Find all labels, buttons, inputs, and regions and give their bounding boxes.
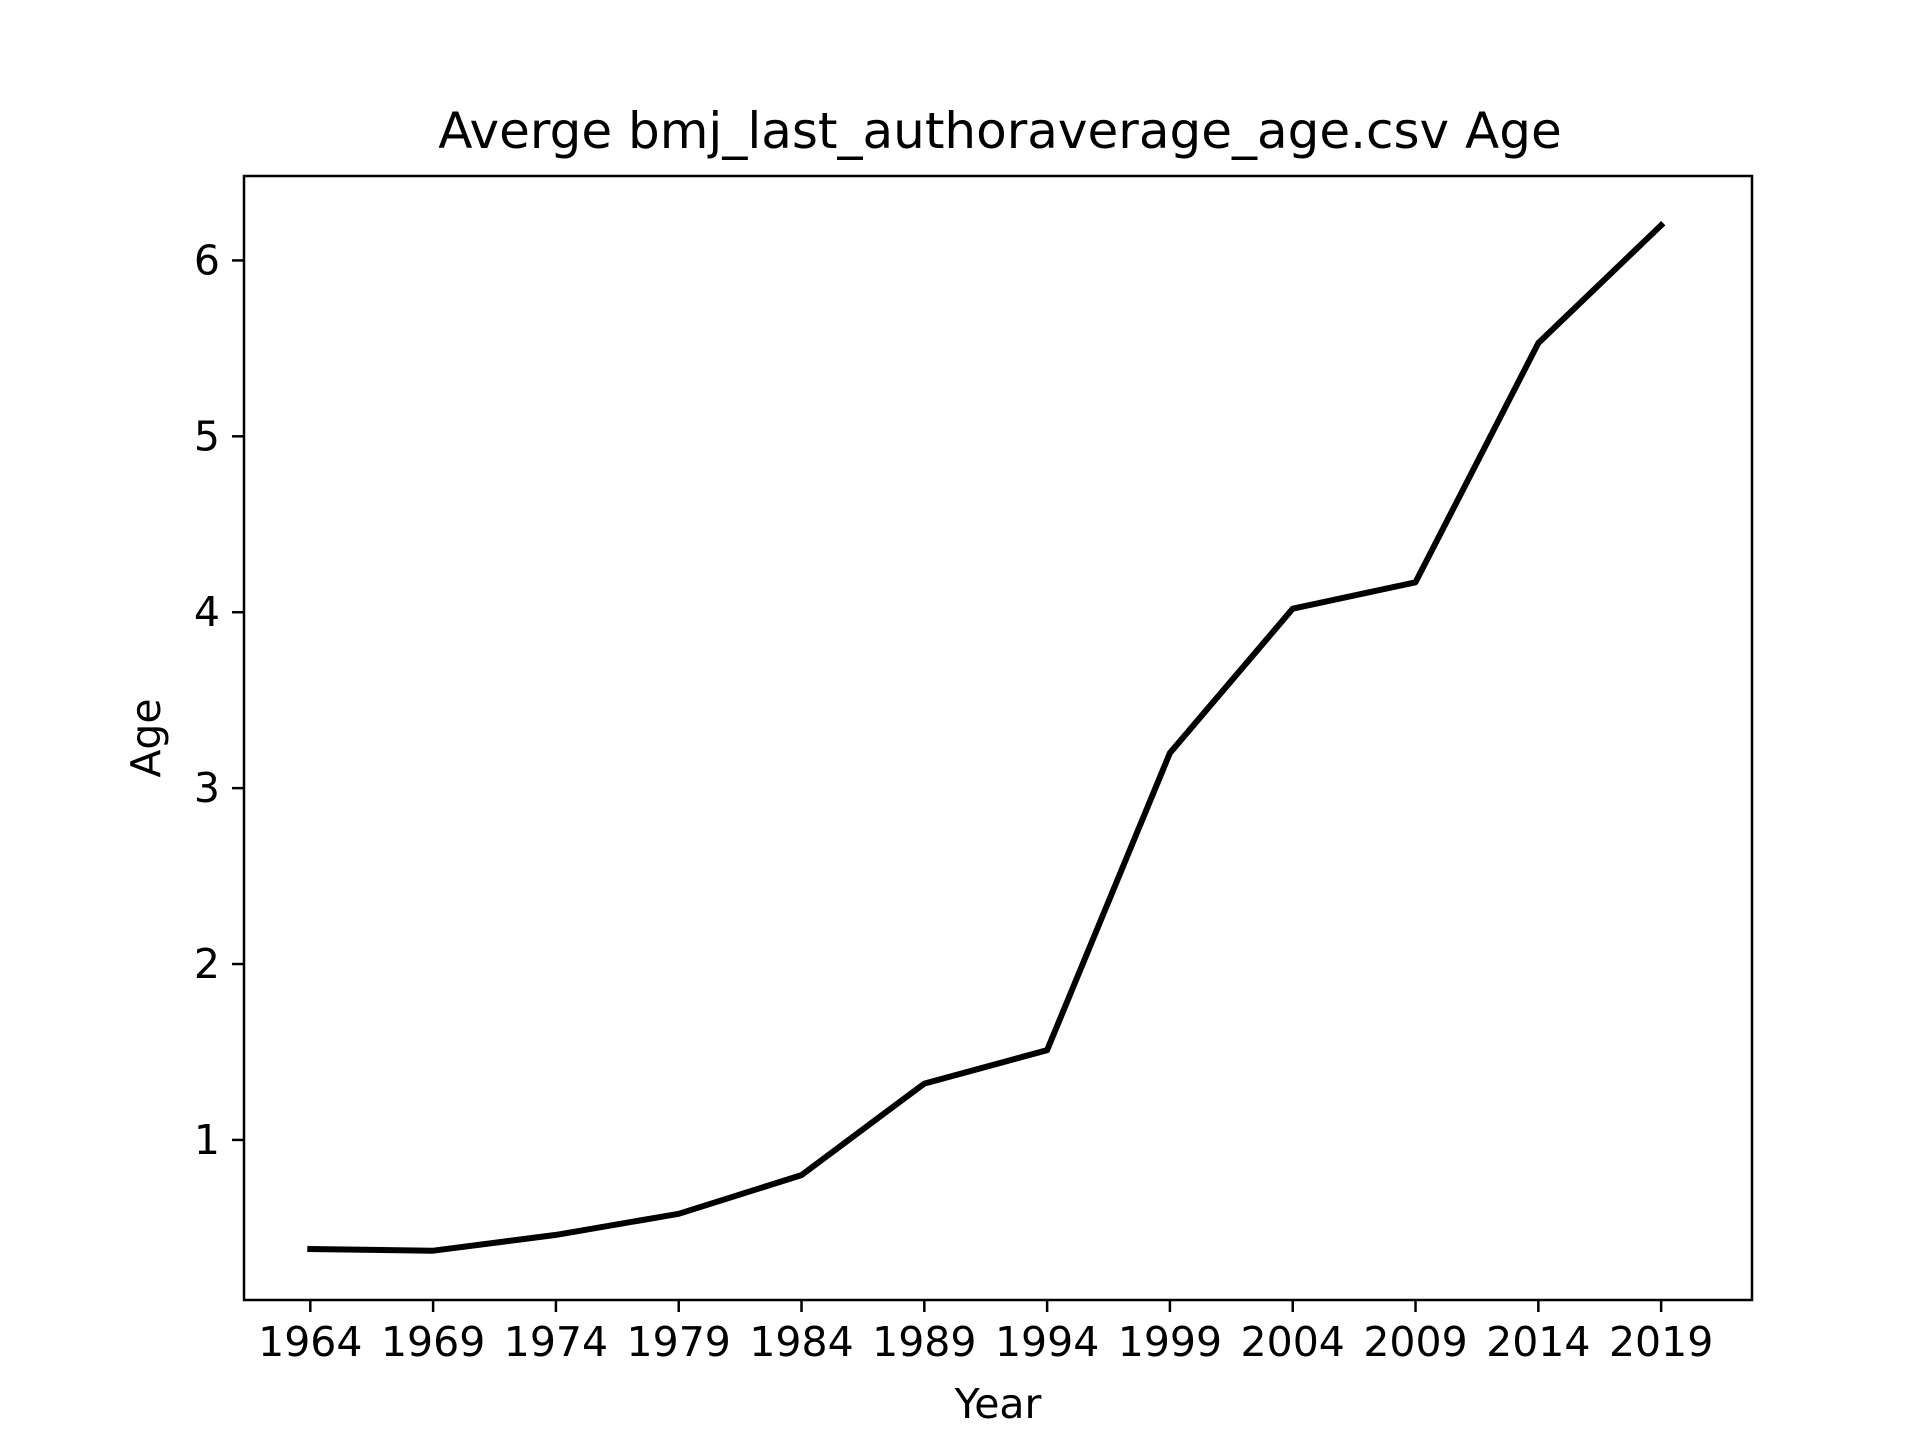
x-tick-label: 2009 — [1363, 1318, 1467, 1366]
x-tick-label: 2019 — [1609, 1318, 1713, 1366]
x-tick-label: 1964 — [258, 1318, 362, 1366]
x-tick-label: 1999 — [1118, 1318, 1222, 1366]
y-tick-label: 3 — [194, 764, 220, 812]
x-tick-label: 1989 — [872, 1318, 976, 1366]
plot-area-frame — [242, 174, 1754, 1302]
y-tick-label: 1 — [194, 1116, 220, 1164]
x-tick-label: 1994 — [995, 1318, 1099, 1366]
y-tick-label: 6 — [194, 236, 220, 284]
series-line — [307, 221, 1666, 1254]
y-tick-label: 5 — [194, 412, 220, 460]
x-tick-label: 1969 — [381, 1318, 485, 1366]
y-axis-ticks: 1 2 3 4 5 6 — [194, 236, 244, 1164]
chart-title: Averge bmj_last_authoraverage_age.csv Ag… — [438, 102, 1561, 160]
y-axis-label: Age — [122, 698, 170, 777]
x-axis-label: Year — [954, 1380, 1042, 1428]
x-tick-label: 1974 — [504, 1318, 608, 1366]
x-tick-label: 1979 — [627, 1318, 731, 1366]
x-tick-label: 1984 — [749, 1318, 853, 1366]
y-tick-label: 2 — [194, 940, 220, 988]
x-axis-ticks: 1964 1969 1974 1979 1984 1989 1994 1999 2004 2009… — [258, 1300, 1713, 1366]
y-tick-label: 4 — [194, 588, 220, 636]
x-tick-label: 2014 — [1486, 1318, 1590, 1366]
x-tick-label: 2004 — [1241, 1318, 1345, 1366]
series-layer — [307, 221, 1666, 1254]
